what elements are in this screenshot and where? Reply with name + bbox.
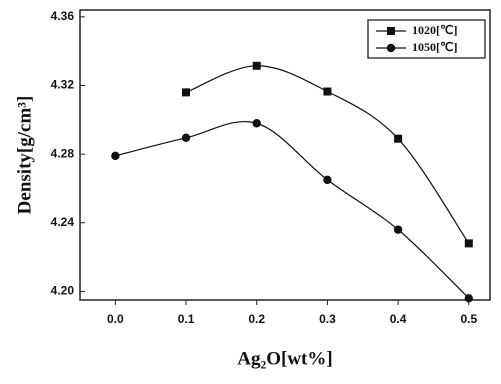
x-tick-label: 0.0: [107, 312, 124, 326]
x-axis-title: Ag₂O[wt%]: [237, 348, 332, 369]
marker: [394, 134, 403, 143]
marker: [323, 87, 332, 96]
marker: [252, 119, 261, 128]
legend-marker: [387, 27, 395, 35]
marker: [111, 151, 120, 161]
y-tick-label: 4.28: [51, 146, 75, 160]
legend-label: 1050[℃]: [412, 40, 457, 54]
y-axis-title: Density[g/cm³]: [14, 96, 35, 215]
marker: [464, 239, 473, 248]
plot-frame: [79, 9, 491, 301]
y-tick-label: 4.32: [51, 78, 75, 92]
x-tick-label: 0.5: [460, 312, 477, 326]
series-line: [185, 65, 470, 244]
x-tick-label: 0.2: [248, 312, 265, 326]
x-tick-label: 0.1: [178, 312, 195, 326]
y-tick-label: 4.20: [51, 284, 75, 298]
legend-marker: [386, 43, 396, 53]
x-tick-label: 0.4: [390, 312, 407, 326]
marker: [393, 225, 403, 234]
y-tick-label: 4.36: [51, 9, 75, 23]
marker: [323, 175, 332, 185]
y-tick-label: 4.24: [51, 215, 75, 229]
legend-label: 1020[℃]: [412, 23, 457, 37]
marker: [252, 61, 261, 70]
marker: [182, 88, 191, 97]
marker: [181, 133, 191, 143]
series-line: [115, 121, 470, 299]
x-tick-label: 0.3: [319, 312, 336, 326]
legend-box: [367, 19, 486, 59]
marker: [464, 294, 473, 303]
